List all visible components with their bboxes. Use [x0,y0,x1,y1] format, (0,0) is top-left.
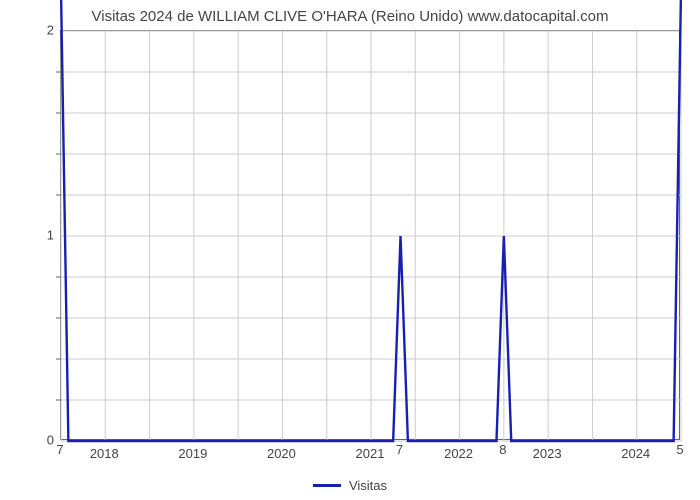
chart-container: Visitas 2024 de WILLIAM CLIVE O'HARA (Re… [0,0,700,500]
point-value-label: 8 [499,442,506,457]
point-value-label: 7 [396,442,403,457]
point-value-label: 7 [56,442,63,457]
plot-area [60,30,680,440]
x-tick-label: 2018 [90,446,119,461]
x-tick-label: 2024 [621,446,650,461]
point-value-label: 5 [676,442,683,457]
x-tick-label: 2019 [178,446,207,461]
x-tick-label: 2020 [267,446,296,461]
x-tick-label: 2023 [533,446,562,461]
y-tick-label: 2 [36,23,54,38]
y-tick-label: 0 [36,433,54,448]
x-tick-label: 2021 [356,446,385,461]
y-tick-label: 1 [36,228,54,243]
chart-svg [61,31,681,441]
legend-line-icon [313,484,341,487]
legend: Visitas [313,478,387,493]
x-tick-label: 2022 [444,446,473,461]
chart-title: Visitas 2024 de WILLIAM CLIVE O'HARA (Re… [0,8,700,25]
legend-label: Visitas [349,478,387,493]
